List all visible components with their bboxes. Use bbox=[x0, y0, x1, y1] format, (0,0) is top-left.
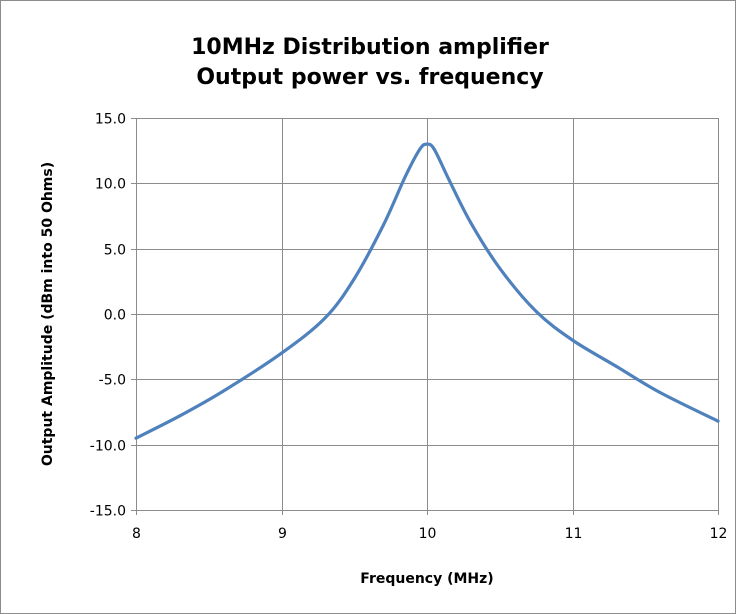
y-tick-label: 5.0 bbox=[104, 243, 126, 259]
data-point bbox=[447, 177, 451, 181]
data-point bbox=[418, 147, 422, 151]
data-point bbox=[134, 436, 138, 440]
data-point bbox=[432, 147, 436, 151]
data-point bbox=[716, 419, 720, 423]
data-point bbox=[352, 277, 356, 281]
x-tick-label: 11 bbox=[565, 526, 583, 542]
data-point bbox=[221, 389, 225, 393]
data-point bbox=[381, 223, 385, 227]
x-tick-label: 8 bbox=[132, 526, 141, 542]
data-point bbox=[425, 142, 429, 146]
y-tick-label: 10.0 bbox=[95, 177, 126, 193]
x-tick-label: 12 bbox=[710, 526, 728, 542]
data-points bbox=[134, 142, 720, 440]
data-point bbox=[658, 390, 662, 394]
y-tick-label: 15.0 bbox=[95, 112, 126, 128]
data-point bbox=[571, 338, 574, 342]
data-point bbox=[614, 364, 618, 368]
data-point bbox=[498, 266, 502, 270]
y-tick-label: 0.0 bbox=[104, 308, 126, 324]
x-tick-label: 10 bbox=[419, 526, 437, 542]
x-tick-label: 9 bbox=[278, 526, 287, 542]
data-point bbox=[178, 414, 182, 418]
data-point bbox=[403, 175, 407, 179]
data-point bbox=[280, 351, 283, 355]
x-axis-ticks: 8 9 10 11 12 bbox=[132, 510, 727, 542]
y-tick-label: -15.0 bbox=[90, 504, 126, 520]
x-axis-label: Frequency (MHz) bbox=[360, 571, 493, 587]
data-point bbox=[323, 316, 327, 320]
chart-title-line-1: 10MHz Distribution amplifier bbox=[191, 35, 549, 60]
y-axis-label: Output Amplitude (dBm into 50 Ohms) bbox=[40, 162, 56, 466]
y-tick-label: -5.0 bbox=[99, 373, 126, 389]
data-point bbox=[469, 221, 473, 225]
y-tick-label: -10.0 bbox=[90, 439, 126, 455]
data-point bbox=[534, 309, 538, 313]
chart-title-line-2: Output power vs. frequency bbox=[196, 65, 543, 90]
y-axis-ticks: 15.0 10.0 5.0 0.0 -5.0 -10.0 -15.0 bbox=[90, 112, 136, 520]
